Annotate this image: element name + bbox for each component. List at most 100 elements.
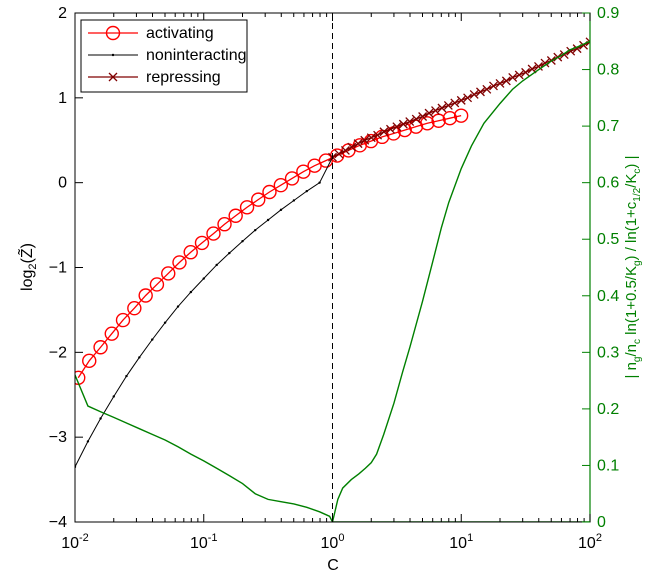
activating-marker	[239, 200, 255, 215]
noninteracting-marker	[305, 189, 308, 193]
activating-marker	[149, 277, 165, 292]
activating-marker	[138, 288, 153, 303]
activating-marker	[104, 326, 119, 341]
repressing-marker	[476, 87, 485, 97]
repressing-marker	[482, 84, 492, 94]
activating-marker	[273, 178, 289, 193]
noninteracting-marker	[151, 338, 154, 341]
legend: activating noninteracting repressing	[80, 19, 248, 93]
repressing-marker	[418, 112, 428, 121]
noninteracting-marker	[292, 199, 296, 202]
noninteracting-marker	[318, 181, 321, 184]
repressing-marker	[514, 70, 524, 80]
left-y-axis: −4 −3 −2 −1 0 1 2	[49, 5, 83, 531]
repressing-marker	[353, 139, 363, 149]
x-tick-label: 10-2	[61, 532, 89, 552]
legend-activating-marker	[105, 25, 121, 41]
repressing-marker	[534, 61, 543, 71]
activating-marker	[228, 208, 243, 223]
repressing-marker	[360, 135, 370, 145]
repressing-marker	[501, 76, 511, 86]
legend-box	[80, 19, 248, 93]
activating-marker	[442, 110, 458, 126]
activating-marker	[82, 353, 97, 369]
right-y-tick-label: 0.9	[597, 5, 619, 22]
left-y-tick-label: −3	[49, 429, 67, 446]
x-tick-label: 10-1	[190, 532, 218, 552]
right-y-axis-label: | ng/nc ln(1+0.5/Kg) / ln(1+c1/2/Kc) |	[623, 156, 643, 379]
right-y-tick-label: 0.6	[597, 175, 619, 192]
legend-noninteracting-marker	[111, 53, 115, 57]
right-y-tick-label: 0.2	[597, 401, 619, 418]
left-y-tick-label: 0	[58, 175, 67, 192]
activating-marker	[115, 312, 131, 328]
repressing-marker	[373, 130, 383, 140]
x-tick-label: 100	[321, 532, 345, 552]
legend-activating-label: activating	[146, 25, 214, 42]
activating-marker	[93, 340, 108, 355]
left-y-label-base: log	[19, 270, 36, 291]
activating-marker	[251, 192, 266, 207]
activating-marker	[296, 164, 311, 179]
left-y-tick-label: −1	[49, 260, 67, 277]
green-curve-3-line	[75, 374, 590, 522]
noninteracting-marker	[279, 208, 283, 212]
left-y-tick-label: 2	[58, 5, 67, 22]
noninteracting-marker	[228, 251, 231, 255]
activating-marker	[194, 235, 210, 251]
left-y-label-rest: (Z̃)	[16, 243, 36, 263]
repressing-marker	[456, 95, 466, 105]
x-axis-label: C	[327, 557, 339, 574]
right-y-tick-label: 0.5	[597, 231, 619, 248]
left-y-tick-label: −2	[49, 344, 67, 361]
activating-marker	[420, 116, 435, 131]
activating-marker	[284, 171, 300, 186]
repressing-marker	[398, 119, 408, 129]
left-y-axis-label: log2(Z̃)	[16, 243, 39, 291]
repressing-marker	[521, 67, 531, 77]
right-y-tick-label: 0.7	[597, 118, 619, 135]
right-y-tick-label: 0	[597, 514, 606, 531]
activating-marker	[206, 226, 221, 241]
right-y-axis: 0 0.1 0.2 0.3 0.4 0.5 0.6 0.7 0.8 0.9	[582, 5, 619, 531]
repressing-marker	[585, 37, 590, 47]
repressing-marker	[392, 122, 402, 132]
noninteracting-marker	[99, 417, 102, 420]
activating-marker	[127, 301, 142, 316]
repressing-marker	[450, 98, 460, 108]
activating-marker	[453, 108, 469, 123]
repressing-marker	[431, 106, 440, 116]
right-y-tick-label: 0.1	[597, 457, 619, 474]
noninteracting-marker	[266, 218, 270, 222]
noninteracting-marker	[241, 240, 244, 243]
activating-marker	[161, 266, 176, 281]
repressing-marker	[443, 101, 453, 110]
series-layer	[75, 37, 590, 522]
legend-noninteracting-label: noninteracting	[146, 47, 247, 64]
repressing-marker	[340, 145, 350, 155]
left-y-label-sub: 2	[27, 263, 39, 269]
repressing-marker	[405, 117, 415, 127]
noninteracting-marker	[125, 374, 128, 378]
repressing-marker	[411, 114, 421, 124]
noninteracting-marker	[176, 305, 180, 308]
repressing-marker	[366, 133, 376, 143]
noninteracting-marker	[254, 228, 257, 232]
repressing-marker	[379, 127, 389, 137]
repressing-marker	[489, 81, 498, 91]
legend-repressing-marker	[108, 72, 118, 82]
legend-repressing-label: repressing	[146, 69, 221, 86]
repressing-marker	[424, 108, 434, 118]
left-y-tick-label: −4	[49, 514, 67, 531]
activating-line	[77, 115, 462, 379]
repressing-marker	[334, 149, 344, 159]
repressing-marker	[469, 89, 479, 99]
right-y-tick-label: 0.3	[597, 344, 619, 361]
repressing-marker	[463, 93, 473, 103]
right-y-tick-label: 0.4	[597, 288, 619, 305]
repressing-marker	[437, 103, 447, 113]
noninteracting-marker	[86, 440, 90, 443]
repressing-marker	[508, 73, 518, 82]
x-tick-label: 101	[449, 532, 473, 552]
